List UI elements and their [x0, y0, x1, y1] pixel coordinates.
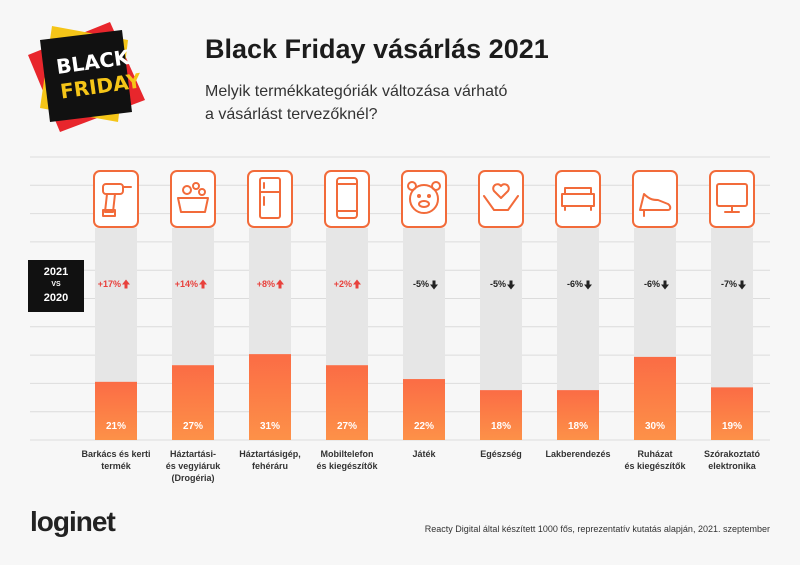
comparison-year: 2021 — [43, 266, 69, 278]
icon-drill — [93, 170, 139, 228]
change-label: -7% — [720, 279, 737, 289]
value-label: 18% — [490, 421, 511, 432]
change-arrow — [430, 280, 438, 290]
icon-fridge — [247, 170, 293, 228]
value-label: 22% — [413, 421, 434, 432]
bar — [480, 390, 522, 440]
comparison-box — [28, 260, 84, 312]
category-label: Barkács és kerti termék — [81, 449, 151, 471]
bar — [711, 387, 753, 440]
category-label: Szórakoztató elektronika — [703, 449, 760, 471]
change-arrow — [276, 279, 284, 289]
bar — [557, 390, 599, 440]
change-label: -5% — [489, 279, 506, 289]
value-label: 19% — [721, 421, 742, 432]
change-label: +14% — [174, 279, 198, 289]
icon-bear — [401, 170, 447, 228]
change-label: -6% — [566, 279, 583, 289]
value-label: 21% — [105, 421, 126, 432]
change-label: +17% — [97, 279, 121, 289]
change-arrow — [122, 279, 130, 289]
category-label: Egészség — [480, 449, 522, 459]
icon-tv — [709, 170, 755, 228]
comparison-vs: VS — [51, 281, 61, 288]
category-label: Háztartási- és vegyiáruk (Drogéria) — [165, 449, 221, 483]
category-label: Lakberendezés — [545, 449, 611, 459]
title: Black Friday vásárlás 2021 — [205, 34, 549, 64]
icons — [93, 170, 755, 228]
change-arrow — [199, 279, 207, 289]
subtitle: Melyik termékkategóriák változása várhat… — [205, 83, 508, 123]
icon-basin — [170, 170, 216, 228]
icon-sofa — [555, 170, 601, 228]
badge-graphic — [28, 22, 145, 132]
category-label: Háztartásigép, fehéráru — [239, 449, 301, 471]
icon-heart-hands — [478, 170, 524, 228]
change-arrow — [738, 280, 746, 290]
change-label: -6% — [643, 279, 660, 289]
change-label: +2% — [333, 279, 352, 289]
bar — [172, 365, 214, 440]
change-label: +8% — [256, 279, 275, 289]
category-label: Mobiltelefon és kiegészítők — [316, 449, 378, 471]
category-label: Játék — [412, 449, 436, 459]
bar — [249, 354, 291, 440]
change-arrow — [507, 280, 515, 290]
icon-phone — [324, 170, 370, 228]
change-arrow — [584, 280, 592, 290]
comparison-year: 2020 — [43, 292, 69, 304]
change-arrow — [661, 280, 669, 290]
value-label: 31% — [259, 421, 280, 432]
bar — [634, 356, 676, 440]
logo: loginet — [30, 506, 116, 537]
source-note: Reacty Digital által készített 1000 fős,… — [424, 524, 770, 534]
value-label: 30% — [644, 421, 665, 432]
bar — [403, 379, 445, 440]
value-label: 27% — [182, 421, 203, 432]
bar — [326, 365, 368, 440]
category-label: Ruházat és kiegészítők — [624, 449, 686, 471]
change-arrow — [353, 279, 361, 289]
change-label: -5% — [412, 279, 429, 289]
value-label: 18% — [567, 421, 588, 432]
icon-shoe — [632, 170, 678, 228]
bar — [95, 381, 137, 440]
value-label: 27% — [336, 421, 357, 432]
marks — [95, 279, 753, 440]
